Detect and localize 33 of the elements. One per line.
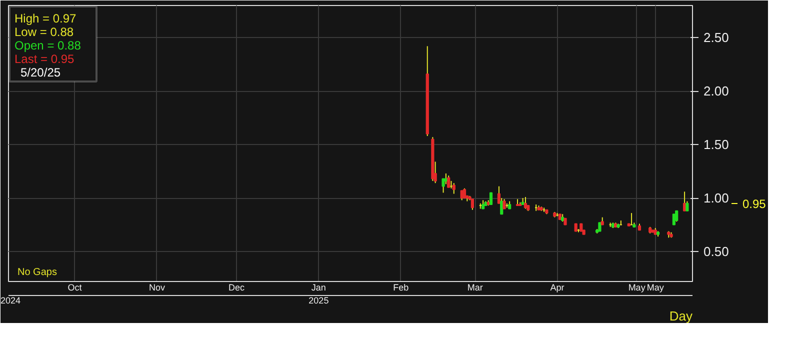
x-tick-label: May [646, 282, 664, 292]
y-tick-label: 0.50 [704, 244, 729, 260]
candlestick [447, 175, 450, 188]
candlestick [452, 182, 456, 194]
text: 2025 [308, 296, 329, 306]
y-tick-label: 2.50 [704, 30, 729, 46]
annotation: 5/20/25 [20, 66, 61, 80]
candlestick [672, 214, 676, 226]
y-tick-label: 2.00 [704, 84, 729, 99]
annotation: Open = 0.88 [14, 38, 82, 52]
text: 0.95 [742, 196, 766, 211]
candlestick [470, 198, 474, 210]
x-tick-label: May [628, 282, 646, 292]
x-tick-label: Oct [68, 282, 82, 292]
annotation: Low = 0.88 [14, 25, 74, 39]
y-tick-label: 1.50 [704, 137, 729, 152]
y-tick-label: 1.00 [704, 190, 729, 206]
candlestick [489, 192, 493, 205]
annotation: High = 0.97 [14, 12, 77, 26]
x-tick-label: Nov [148, 282, 166, 292]
candlestick [462, 188, 466, 199]
annotation: No Gaps [18, 267, 57, 278]
candlestick [497, 186, 501, 204]
text: 2024 [0, 296, 21, 306]
candlestick [502, 198, 506, 210]
annotation: Last = 0.95 [14, 52, 75, 66]
x-tick-label: Dec [228, 282, 245, 292]
x-tick-label: Feb [393, 282, 409, 292]
x-tick-label: Jan [311, 282, 326, 292]
x-tick-label: Mar [467, 282, 483, 292]
candlestick [675, 210, 678, 222]
x-tick-label: Apr [550, 282, 564, 292]
text: Day [669, 308, 693, 324]
